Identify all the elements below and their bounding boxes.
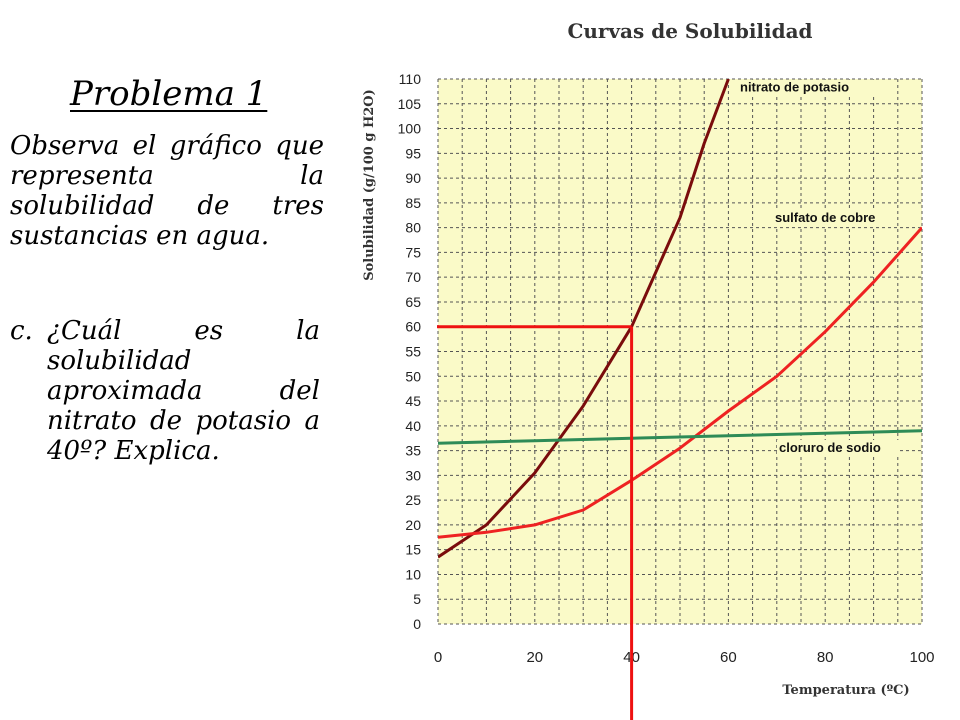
y-tick-label: 70 [405,269,421,285]
y-tick-label: 55 [405,344,421,360]
y-tick-label: 85 [405,195,421,211]
x-tick-label: 60 [720,649,737,666]
series-label-bg [773,210,895,226]
y-tick-label: 40 [405,418,421,434]
y-tick-label: 35 [405,443,421,459]
series-label: nitrato de potasio [740,80,849,95]
y-tick-label: 25 [405,492,421,508]
series-label: sulfato de cobre [775,210,875,225]
y-tick-label: 75 [405,244,421,260]
y-tick-label: 45 [405,393,421,409]
y-tick-label: 105 [398,96,422,112]
y-tick-label: 5 [413,591,421,607]
x-tick-label: 0 [434,649,442,666]
series-line-3 [438,429,922,445]
series-line-2 [438,226,922,539]
series-label-bg [777,440,899,456]
y-tick-label: 80 [405,220,421,236]
y-tick-label: 50 [405,368,421,384]
chart-title: Curvas de Solubilidad [567,19,812,43]
y-axis-label: Solubilidad (g/100 g H2O) [362,89,377,281]
x-axis-label: Temperatura (ºC) [782,683,909,698]
y-tick-label: 10 [405,566,421,582]
y-tick-label: 0 [413,616,421,632]
question-letter: c. [10,316,33,346]
x-tick-label: 80 [817,649,834,666]
y-tick-label: 110 [399,71,422,87]
y-tick-label: 90 [405,170,421,186]
x-tick-label: 20 [526,649,543,666]
y-tick-label: 20 [405,517,421,533]
problem-statement: Observa el gráfico que representa la sol… [10,131,324,251]
y-tick-label: 95 [405,145,421,161]
y-tick-label: 100 [398,121,422,137]
series-line-1 [438,79,730,559]
series-label-bg [738,79,875,96]
y-tick-label: 65 [405,294,421,310]
problem-title: Problema 1 [70,74,268,114]
y-tick-label: 60 [405,319,421,335]
question-text: ¿Cuál es la solubilidad aproximada del n… [47,316,320,466]
x-tick-label: 100 [909,649,934,666]
y-tick-label: 30 [405,467,421,483]
series-label: cloruro de sodio [779,440,881,455]
y-tick-label: 15 [405,542,421,558]
